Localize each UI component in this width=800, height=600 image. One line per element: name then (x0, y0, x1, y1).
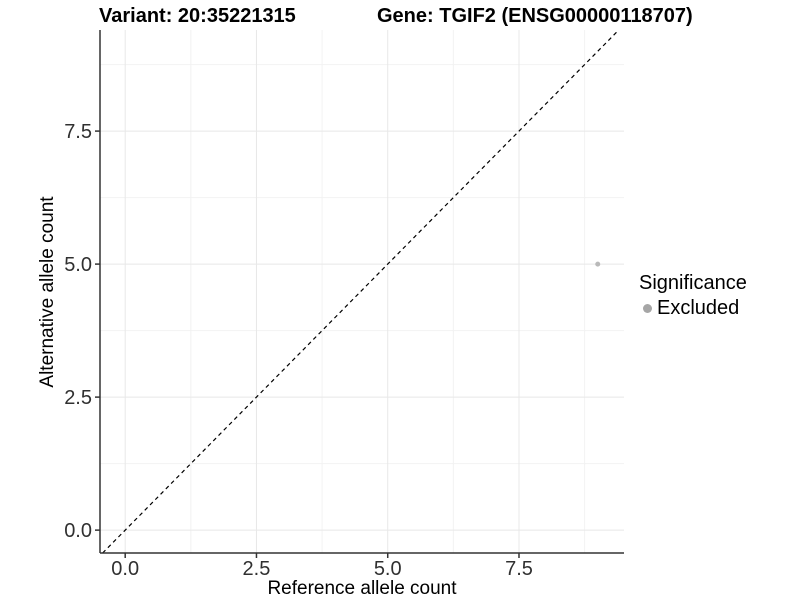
legend: Significance Excluded (639, 273, 747, 320)
gene-title: Gene: TGIF2 (ENSG00000118707) (377, 5, 693, 27)
legend-point-icon (643, 304, 652, 313)
y-axis-title: Alternative allele count (37, 196, 58, 388)
legend-title: Significance (639, 272, 747, 294)
y-tick-label: 2.5 (64, 387, 92, 409)
data-point (595, 261, 601, 267)
y-tick-label: 5.0 (64, 254, 92, 276)
identity-dashed-line (102, 29, 620, 554)
legend-item-excluded: Excluded (639, 297, 747, 320)
x-tick-label: 7.5 (505, 558, 533, 580)
x-tick-label: 0.0 (111, 558, 139, 580)
x-tick-label: 5.0 (374, 558, 402, 580)
y-tick-label: 7.5 (64, 121, 92, 143)
x-axis-title: Reference allele count (267, 578, 457, 599)
variant-title: Variant: 20:35221315 (99, 5, 296, 27)
x-tick-label: 2.5 (243, 558, 271, 580)
legend-item-label: Excluded (657, 297, 740, 319)
y-tick-label: 0.0 (64, 520, 92, 542)
